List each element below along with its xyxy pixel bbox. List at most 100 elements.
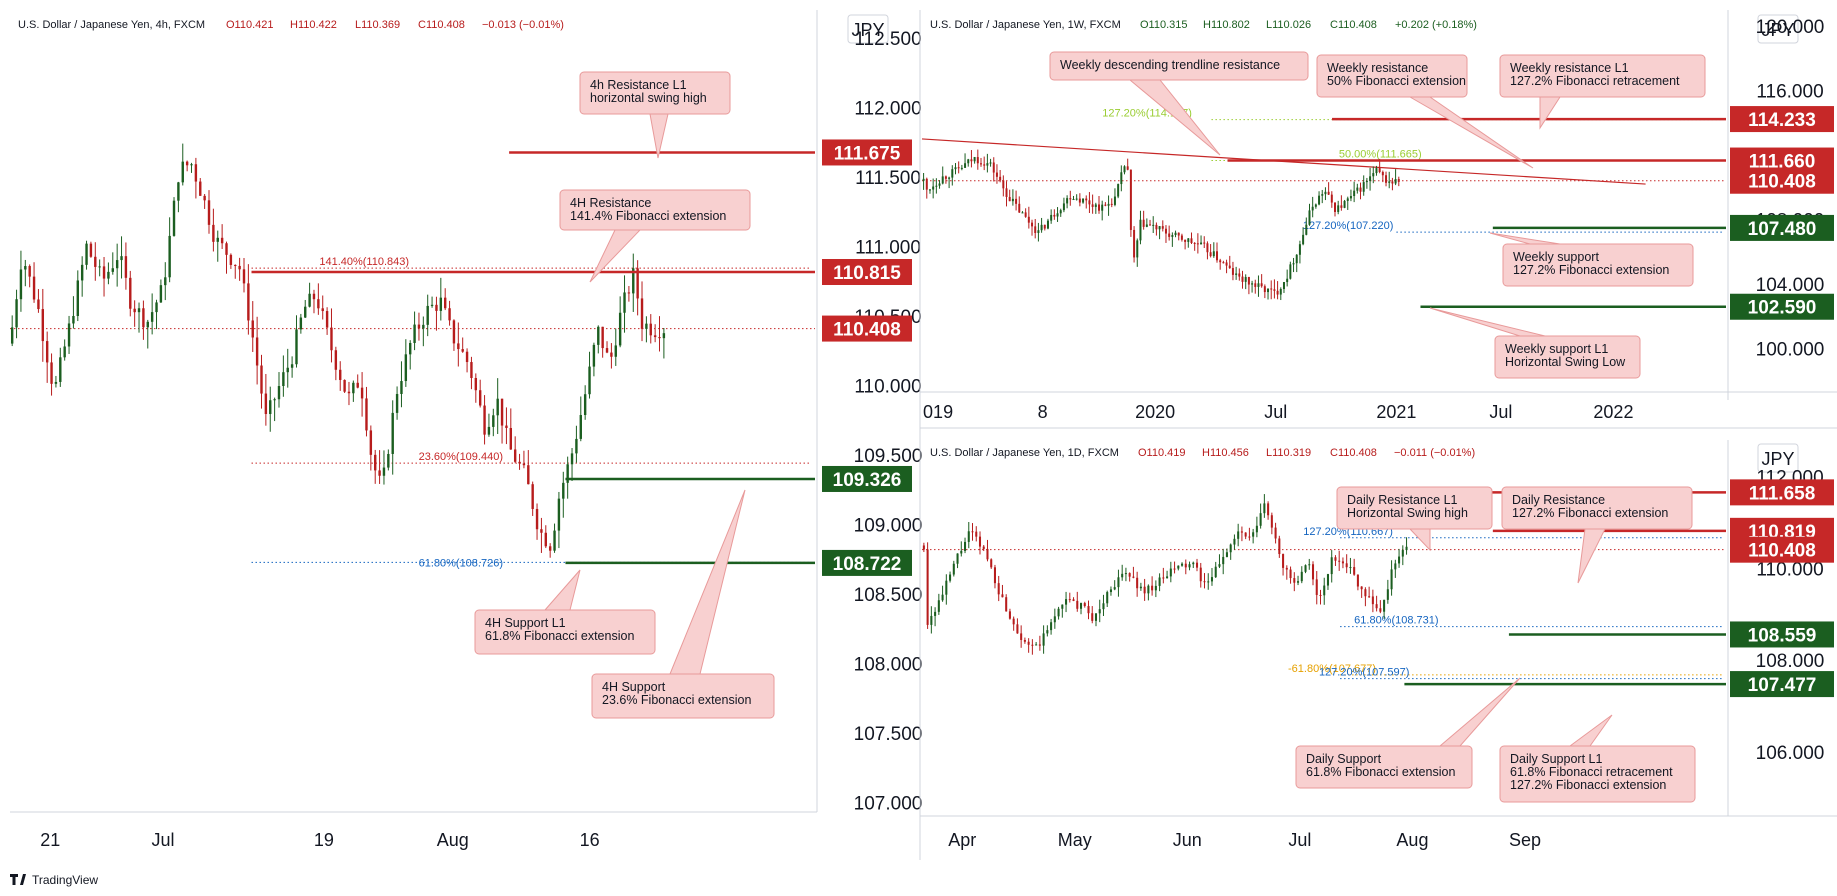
tradingview-logo[interactable]: TradingView [10, 873, 98, 887]
d1-candle-body [1293, 578, 1296, 583]
d1-x-tick-label: Jul [1288, 830, 1311, 850]
w1-fib-label: 127.20%(107.220) [1303, 220, 1394, 232]
w1-price-tag-label: 114.233 [1748, 110, 1816, 131]
w1-candle-body [1129, 169, 1132, 230]
h4-candle-body [15, 299, 18, 328]
w1-candle-body [1117, 184, 1120, 197]
d1-candle-body [1304, 565, 1307, 572]
d1-x-tick-label: Sep [1509, 830, 1541, 850]
w1-candle-body [1369, 176, 1372, 182]
h4-candle-body [623, 292, 626, 313]
w1-candle-body [928, 189, 931, 191]
d1-candle-body [1368, 596, 1371, 598]
d1-candle-body [952, 563, 955, 575]
h4-candle-body [72, 315, 75, 324]
d1-candle-body [1326, 574, 1330, 586]
w1-y-tick-label: 120.000 [1756, 17, 1825, 38]
w1-note-text: Horizontal Swing Low [1505, 355, 1626, 369]
h4-candle-body [605, 348, 609, 353]
h4-candle-body [177, 182, 180, 201]
h4-plot-area: 141.40%(110.843) 23.60%(109.440) 61.80%(10… [10, 143, 815, 569]
w1-x-tick-label: 019 [923, 402, 953, 422]
w1-currency-label: JPY [1761, 20, 1794, 40]
d1-close: C110.408 [1330, 447, 1377, 459]
h4-candle-body [330, 327, 333, 351]
w1-candle-body [1177, 232, 1180, 236]
w1-candle-body [1043, 224, 1046, 229]
h4-candle-body [465, 351, 469, 363]
w1-note-text: Weekly support L1 [1505, 342, 1608, 356]
h4-x-tick-label: 19 [314, 830, 334, 850]
h4-candle-body [37, 299, 40, 310]
d1-candle-body [1218, 564, 1221, 567]
d1-candle-body [1398, 556, 1401, 564]
h4-y-tick-label: 111.000 [855, 237, 921, 258]
w1-price-tag [1730, 167, 1834, 194]
d1-candle-body [1121, 573, 1124, 578]
w1-candle-body [1171, 235, 1174, 237]
d1-candle-body [1267, 503, 1270, 516]
h4-candle-body [461, 349, 464, 352]
w1-candle-body [1276, 290, 1279, 295]
h4-y-axis: 112.500112.000111.500111.000110.500110.0… [854, 29, 923, 814]
h4-candle-body [540, 529, 543, 533]
w1-candle-body [967, 159, 970, 164]
d1-candle-body [1248, 536, 1251, 538]
d1-candle-body [1383, 599, 1386, 612]
h4-candle-body [168, 235, 171, 278]
w1-candle-body [976, 157, 979, 164]
h4-note-box [559, 189, 751, 231]
h4-candle-body [610, 352, 613, 357]
w1-candle-body [1228, 265, 1231, 269]
w1-candle-body [1107, 203, 1110, 206]
d1-currency-box[interactable] [1757, 443, 1799, 473]
d1-candle-body [1139, 586, 1142, 589]
h4-fib-label: 141.40%(110.843) [319, 256, 409, 268]
h4-currency-label: JPY [851, 20, 884, 40]
h4-currency-box[interactable] [847, 14, 889, 44]
w1-price-tag-label: 107.480 [1748, 219, 1817, 240]
h4-candle-body [522, 463, 526, 466]
w1-currency-box[interactable] [1757, 14, 1799, 44]
d1-price-tag [1730, 536, 1834, 563]
d1-candle-body [1233, 538, 1236, 545]
h4-candle-body [229, 254, 233, 265]
w1-candle-body [1011, 198, 1014, 202]
h4-price-tag-label: 111.675 [834, 143, 901, 164]
w1-candle-body [1334, 202, 1337, 212]
h4-price-tag [822, 315, 912, 342]
h4-candle-body [277, 386, 281, 400]
w1-candle-body [944, 176, 947, 179]
w1-candle-body [1238, 273, 1241, 277]
h4-header-title: U.S. Dollar / Japanese Yen, 4h, FXCM [18, 19, 205, 31]
w1-plot-area: 127.20%(114.197)50.00%(111.665)127.20%(1… [921, 108, 1726, 308]
d1-price-tag-label: 107.477 [1748, 675, 1817, 696]
w1-candle-body [957, 167, 960, 169]
d1-candle-body [1237, 531, 1240, 539]
h4-x-axis: 21 Jul 19 Aug 16 [40, 830, 599, 850]
d1-candle-body [1128, 573, 1131, 577]
w1-candle-body [1375, 168, 1378, 174]
h4-candle-body [308, 293, 311, 307]
d1-candle-body [1319, 594, 1322, 596]
h4-candle-body [505, 425, 508, 428]
d1-high: H110.456 [1202, 447, 1249, 459]
w1-candle-body [1391, 181, 1394, 184]
d1-candle-body [1079, 603, 1083, 609]
h4-candle-body [242, 269, 246, 284]
h4-y-tick-label: 107.500 [854, 724, 923, 745]
w1-open: O110.315 [1140, 19, 1188, 31]
h4-candle-body [150, 312, 154, 322]
w1-note-pointer [1429, 307, 1546, 337]
h4-candle-body [478, 390, 482, 406]
w1-candle-body [1289, 264, 1292, 279]
d1-candle-body [1210, 577, 1214, 582]
d1-candle-body [1027, 641, 1030, 645]
h4-note-text: horizontal swing high [590, 91, 707, 105]
h4-candle-body [474, 378, 478, 391]
d1-open: O110.419 [1138, 447, 1186, 459]
h4-candle-body [339, 369, 342, 380]
h4-candle-body [321, 308, 324, 312]
d1-price-tag-label: 110.408 [1748, 541, 1816, 562]
